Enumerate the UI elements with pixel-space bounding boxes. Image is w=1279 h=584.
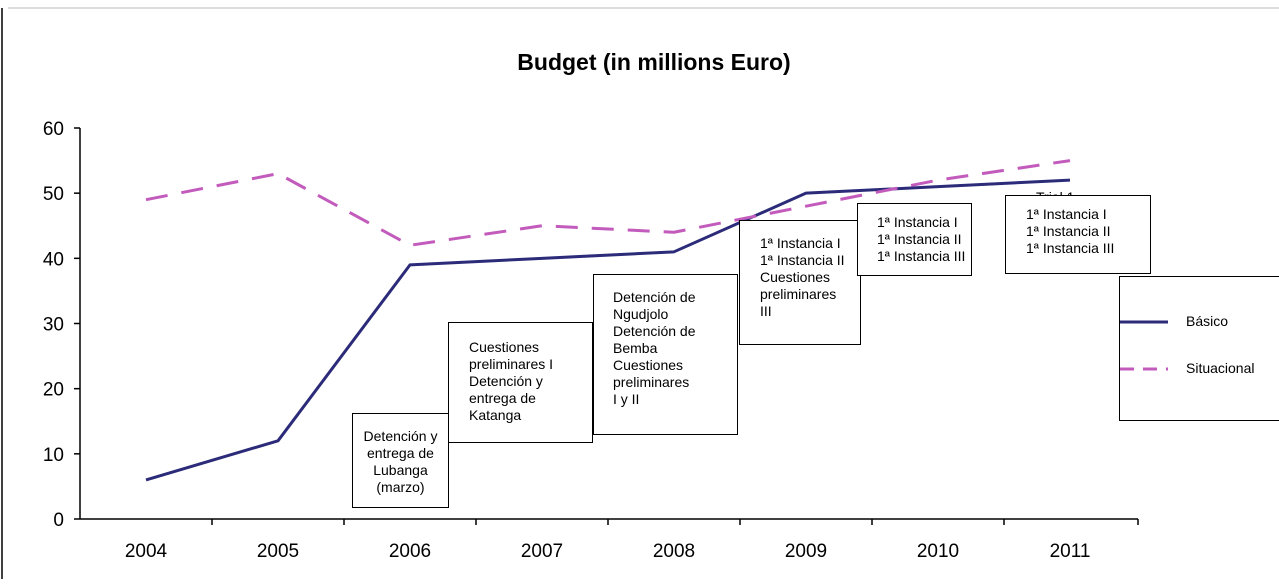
annotation-line: Cuestiones	[760, 269, 831, 285]
axis-layer: 0 10 20 30 40 50 60 2004 2005 2006 2007 2008 2009 201…	[43, 119, 1139, 562]
y-tick-label-20: 20	[43, 380, 64, 401]
annotation-line: 1ª Instancia I	[877, 214, 958, 230]
x-tick-label-2010: 2010	[917, 541, 959, 562]
series-line-0	[145, 178, 1071, 482]
annotation-line: 1ª Instancia I	[760, 235, 841, 251]
x-tick-label-2009: 2009	[785, 541, 827, 562]
y-tick-label-50: 50	[43, 184, 64, 205]
annotation-line: Detención y	[363, 428, 438, 444]
annotation-line: I y II	[613, 391, 640, 407]
y-tick-label-10: 10	[43, 445, 64, 466]
annotation-line: (marzo)	[376, 479, 425, 495]
y-tick-label-0: 0	[53, 510, 64, 531]
annotation-line: Cuestiones	[469, 339, 540, 355]
x-tick-label-2006: 2006	[389, 541, 431, 562]
legend-swatches	[1120, 320, 1168, 371]
series-layer	[145, 159, 1071, 482]
x-tick-label-2008: 2008	[653, 541, 695, 562]
annotation-box-2009: 1ª Instancia I 1ª Instancia II Cuestiones p…	[739, 220, 861, 345]
annotation-line: entrega de	[367, 445, 434, 461]
annotation-line: 1ª Instancia I	[1026, 206, 1107, 222]
annotation-line: preliminares	[760, 286, 837, 302]
annotation-box-2007: Cuestiones preliminares I Detención y entre…	[448, 322, 593, 443]
legend: Básico Situacional	[1119, 276, 1279, 421]
annotation-line: entrega de	[469, 390, 536, 406]
legend-label-situacional: Situacional	[1186, 360, 1255, 376]
annotation-line: Detención de	[613, 323, 696, 339]
legend-label-basico: Básico	[1186, 313, 1229, 329]
annotation-line: Bemba	[613, 340, 658, 356]
annotation-line: 1ª Instancia III	[1026, 240, 1115, 256]
annotation-line: 1ª Instancia II	[1026, 223, 1111, 239]
chart-title: Budget (in millions Euro)	[517, 49, 790, 75]
annotation-line: Katanga	[469, 407, 522, 423]
annotation-box-2008: Detención de Ngudjolo Detención de Bemba Cue…	[593, 274, 738, 435]
y-tick-label-40: 40	[43, 249, 64, 270]
annotation-line: 1ª Instancia II	[877, 231, 962, 247]
annotation-box-2010: 1ª Instancia I 1ª Instancia II 1ª Instanci…	[857, 203, 972, 276]
annotation-line: Ngudjolo	[613, 306, 669, 322]
series-line-1	[145, 159, 1071, 247]
annotation-line: Cuestiones	[613, 357, 684, 373]
annotation-box-2011: 1ª Instancia I 1ª Instancia II 1ª Instanci…	[1005, 195, 1151, 274]
frame-layer	[1, 7, 1279, 579]
y-tick-label-30: 30	[43, 315, 64, 336]
annotation-box-2006: Detención y entrega de Lubanga (marzo)	[352, 413, 449, 508]
x-tick-label-2011: 2011	[1050, 541, 1091, 562]
annotation-line: preliminares	[613, 374, 690, 390]
annotation-line: 1ª Instancia II	[760, 252, 845, 268]
x-tick-label-2007: 2007	[521, 541, 563, 562]
annotation-line: Lubanga	[373, 462, 428, 478]
annotation-line: Detención y	[469, 373, 543, 389]
x-tick-label-2005: 2005	[257, 541, 299, 562]
annotation-line: preliminares I	[469, 356, 554, 372]
annotation-line: 1ª Instancia III	[877, 248, 966, 264]
x-tick-label-2004: 2004	[125, 541, 168, 562]
annotation-line: Detención de	[613, 289, 696, 305]
y-tick-label-60: 60	[43, 119, 64, 140]
annotation-line: III	[760, 303, 772, 319]
